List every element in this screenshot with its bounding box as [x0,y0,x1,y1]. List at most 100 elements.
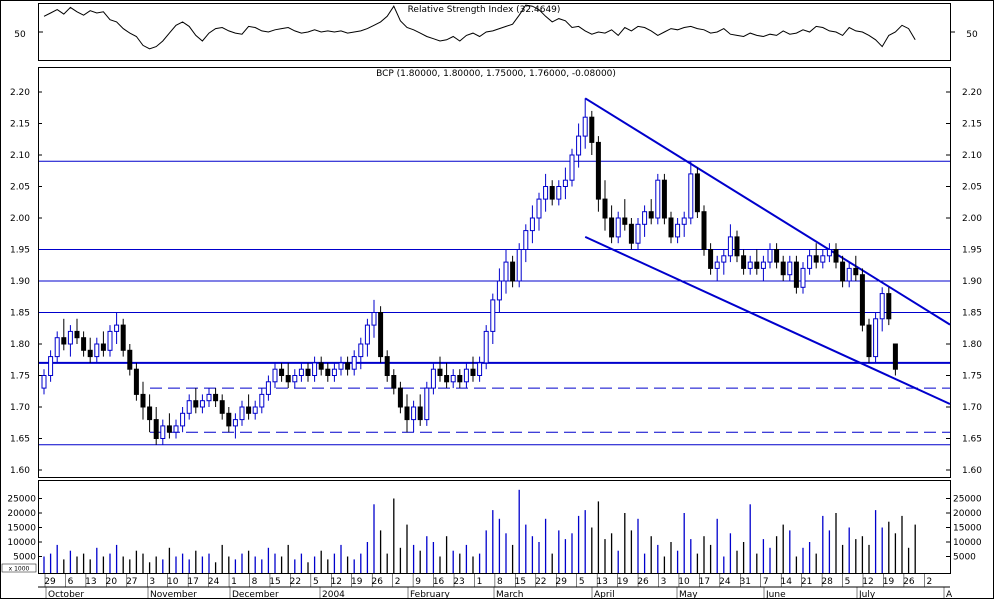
price-tick-left-10: 2.10 [10,151,30,161]
candle [714,255,720,281]
candle-body [708,249,714,269]
volume-tick-left-0: 5000 [13,553,36,563]
candle-body [430,368,436,389]
candle [609,205,615,244]
candle [681,211,687,237]
candle-body [642,211,648,225]
candle-body [437,368,443,377]
candle [826,243,832,263]
candle [325,362,331,382]
volume-tick-left-3: 20000 [7,509,36,519]
candle-body [226,412,232,427]
candle [444,362,450,389]
candle [384,350,390,382]
candle [450,369,456,389]
day-label-6: 10 [167,577,179,587]
candle [780,255,786,281]
candle [787,255,793,281]
candle [338,356,344,376]
candle [114,312,120,344]
candle-body [219,400,225,414]
candle [239,400,245,426]
day-label-21: 1 [477,577,483,587]
candle-body [490,299,496,332]
candle [312,356,318,382]
month-label-10: A [946,590,953,599]
candle [853,255,859,281]
candle [767,243,773,269]
candle-body [120,324,126,351]
candle [371,299,377,338]
candle [345,356,351,376]
candle [562,167,568,200]
candle [463,362,469,389]
candle-body [378,312,384,358]
candle [655,173,661,225]
candle [886,287,892,326]
candle [424,381,430,426]
candle-body [41,375,47,389]
candle [708,243,714,275]
candle [741,249,747,275]
candle [549,180,555,206]
volume-tick-right-4: 25000 [953,495,982,505]
candle [331,362,337,382]
candle [721,249,727,275]
candle-body [602,198,608,219]
candle [397,381,403,414]
price-tick-left-11: 2.15 [10,120,30,130]
price-tick-left-8: 2.00 [10,214,30,224]
candle [41,369,47,395]
candle-body [853,267,859,276]
price-tick-left-3: 1.75 [10,372,30,382]
candle-body [807,255,813,269]
candle-body [562,179,568,187]
price-grid: 1.60 1.60 1.65 1.65 1.70 1.70 1.75 1.75 1.80 1.80… [10,88,982,476]
candle [813,243,819,269]
candle-body [813,255,819,263]
candle-body [285,375,291,383]
candle [879,287,885,332]
candle [503,249,509,294]
candle-body [556,186,562,200]
price-tick-right-12: 2.20 [962,88,982,98]
candle-body [81,337,87,351]
candle-body [206,393,212,402]
candle [523,224,529,263]
candle-body [741,255,747,269]
candle-body [576,135,582,156]
candle-body [147,406,153,421]
candle-body [404,406,410,421]
candle-body [397,387,403,408]
candle [859,268,865,332]
candle [252,400,258,420]
candle-body [714,261,720,269]
candle [589,110,595,155]
day-label-31: 10 [678,577,690,587]
month-label-3: 2004 [322,590,345,599]
candle-body [239,406,245,421]
candle [74,318,80,344]
price-tick-right-10: 2.10 [962,151,982,161]
candle-body [391,375,397,389]
candle-body [582,116,588,137]
day-label-26: 5 [579,577,585,587]
day-label-0: 29 [44,577,56,587]
candle [193,388,199,414]
volume-unit-label: x 1000 [9,566,30,573]
candle-body [826,249,832,257]
candle [133,362,139,401]
day-label-18: 9 [415,577,421,587]
candle [285,362,291,389]
candle-body [549,186,555,200]
price-tick-left-9: 2.05 [10,183,30,193]
candle-body [516,249,522,282]
candle [516,243,522,288]
candle [391,369,397,395]
candle-body [186,400,192,414]
candle-body [450,375,456,383]
candle-body [595,141,601,200]
day-label-20: 23 [453,577,464,587]
day-label-34: 31 [740,577,751,587]
